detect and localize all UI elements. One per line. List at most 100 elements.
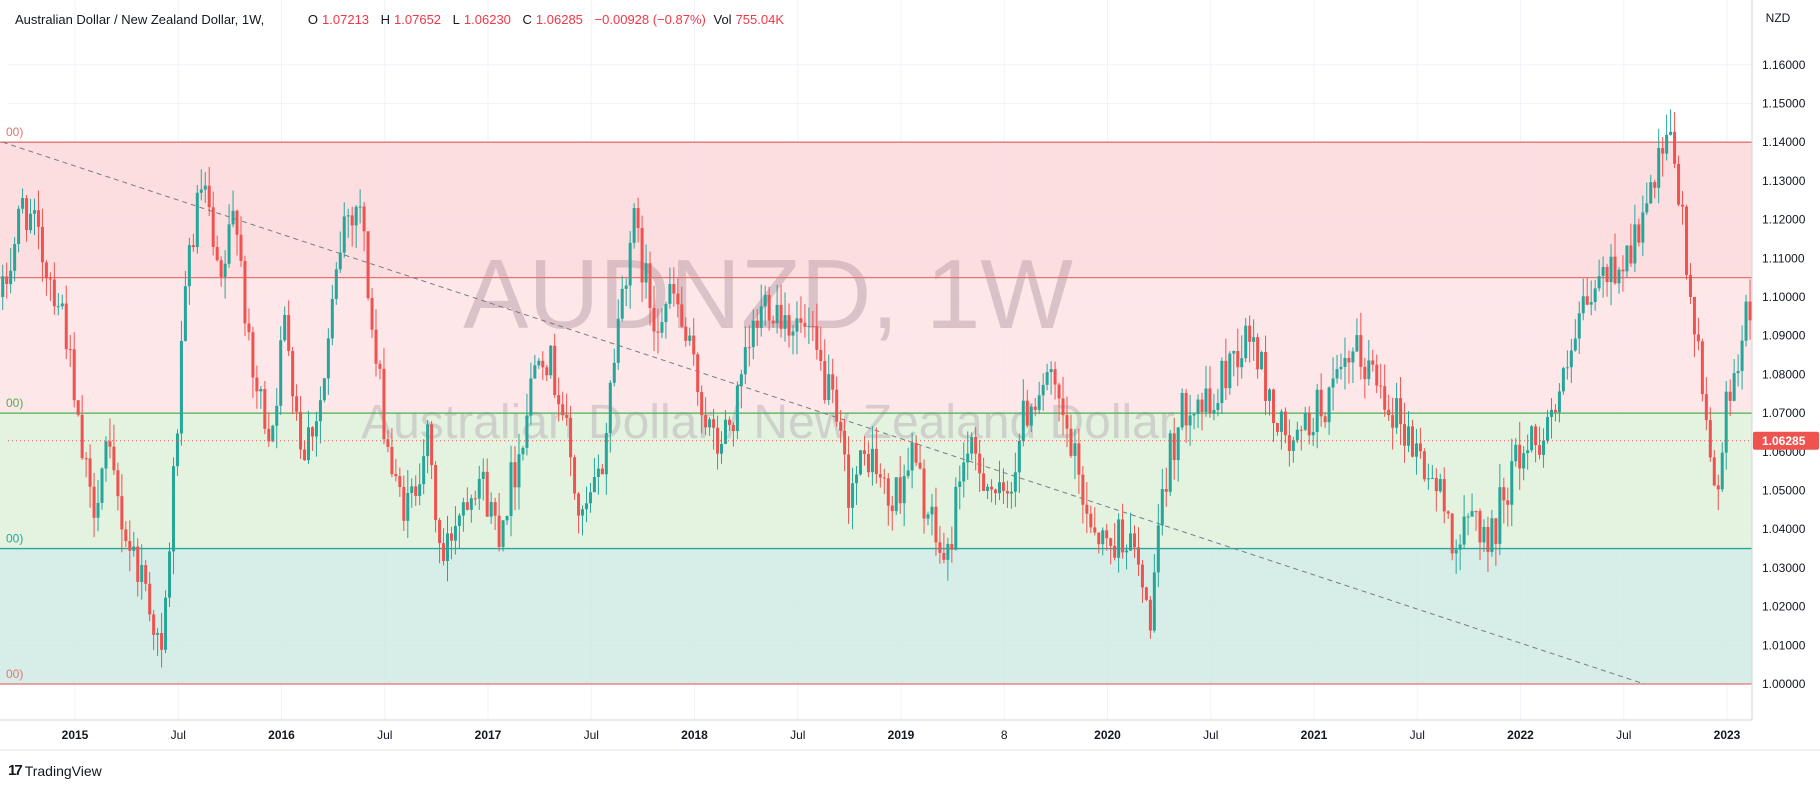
candle-body — [438, 520, 442, 544]
candle-body — [807, 325, 811, 327]
candle-body — [898, 477, 902, 504]
price-tick-label: 1.16000 — [1762, 58, 1806, 72]
close-value: 1.06285 — [535, 12, 583, 27]
candle-body — [1005, 491, 1009, 494]
candle-body — [227, 224, 231, 264]
candle-body — [1684, 206, 1688, 275]
candle-body — [453, 525, 457, 541]
zone-label: 00) — [6, 667, 23, 681]
candle-body — [950, 543, 954, 550]
time-tick-label: 2016 — [268, 728, 295, 742]
candle-body — [1557, 391, 1561, 413]
candle-body — [926, 514, 930, 519]
time-tick-label: 2017 — [475, 728, 502, 742]
candle-body — [1152, 572, 1156, 631]
candle-body — [100, 468, 104, 503]
candle-body — [263, 389, 267, 429]
candle-body — [255, 377, 259, 392]
price-tick-label: 1.12000 — [1762, 213, 1806, 227]
candle-body — [1418, 443, 1422, 452]
trendline-line[interactable] — [2, 141, 1645, 685]
candle-body — [1561, 368, 1565, 392]
candle-body — [60, 303, 64, 307]
candle-body — [124, 529, 128, 542]
candle-body — [303, 449, 307, 461]
candle-body — [851, 483, 855, 508]
candle-body — [616, 318, 620, 363]
candle-body — [44, 262, 48, 279]
candle-body — [175, 433, 179, 467]
candle-body — [1601, 266, 1605, 277]
candle-body — [1692, 296, 1696, 335]
candle-body — [1748, 301, 1752, 321]
candle-body — [342, 216, 346, 253]
candle-body — [934, 506, 938, 543]
symbol-title[interactable]: Australian Dollar / New Zealand Dollar, … — [15, 12, 265, 27]
candle-body — [501, 520, 505, 547]
candle-body — [886, 478, 890, 506]
candle-body — [966, 453, 970, 463]
candle-body — [136, 546, 140, 582]
candle-body — [1236, 351, 1240, 368]
candle-body — [628, 242, 632, 286]
candle-body — [557, 395, 561, 405]
candle-body — [978, 453, 982, 474]
price-tick-label: 1.09000 — [1762, 329, 1806, 343]
candle-body — [366, 231, 370, 299]
candle-body — [847, 454, 851, 508]
candle-body — [811, 325, 815, 327]
candle-body — [92, 486, 96, 518]
candle-body — [1530, 426, 1534, 451]
candle-body — [1093, 527, 1097, 533]
candle-body — [997, 482, 1001, 494]
candle-body — [1569, 350, 1573, 368]
time-axis[interactable]: 2015 Jul 2016 Jul 2017 Jul 2018 Jul 2019 8 2020 Jul… — [0, 719, 1820, 751]
candle-body — [195, 192, 199, 248]
ohlc-high: H 1.07652 — [381, 12, 445, 27]
candle-body — [1653, 182, 1657, 188]
candle-body — [1081, 474, 1085, 505]
candle-body — [1121, 519, 1125, 553]
candle-body — [1446, 511, 1450, 514]
candle-body — [577, 493, 581, 516]
candle-body — [1256, 337, 1260, 370]
candle-body — [1367, 360, 1371, 380]
candle-body — [36, 210, 40, 227]
candle-body — [426, 424, 430, 457]
candle-body — [414, 486, 418, 496]
candle-body — [1422, 451, 1426, 480]
candle-body — [664, 303, 668, 323]
price-tick-label: 1.13000 — [1762, 174, 1806, 188]
candle-body — [1434, 477, 1438, 492]
candle-body — [1180, 392, 1184, 428]
candle-body — [215, 246, 219, 261]
candle-body — [767, 294, 771, 321]
price-axis[interactable]: NZD 1.16000 1.15000 1.14000 1.13000 1.12000 1.… — [1751, 0, 1820, 787]
candle-body — [1248, 325, 1252, 342]
candle-body — [775, 304, 779, 324]
ohlc-legend: Australian Dollar / New Zealand Dollar, … — [15, 12, 792, 27]
candle-body — [592, 476, 596, 493]
candle-body — [1681, 204, 1685, 207]
candle-body — [727, 419, 731, 425]
candle-body — [171, 466, 175, 552]
candle-body — [1303, 412, 1307, 430]
tradingview-logo[interactable]: 17 TradingView — [8, 762, 102, 779]
candle-body — [1184, 392, 1188, 426]
candle-body — [1037, 395, 1041, 410]
candle-body — [644, 263, 648, 283]
candle-body — [708, 419, 712, 428]
candle-body — [1355, 335, 1359, 352]
candle-body — [835, 389, 839, 422]
level-lines[interactable] — [0, 141, 1752, 685]
trendline[interactable] — [2, 141, 1645, 685]
candle-body — [1327, 387, 1331, 423]
candle-body — [473, 498, 477, 500]
candle-body — [723, 419, 727, 444]
time-tick-label: 2023 — [1714, 728, 1741, 742]
candle-body — [1494, 518, 1498, 544]
last-price-badge[interactable] — [1753, 431, 1819, 450]
candle-body — [1176, 427, 1180, 461]
price-tick-label: 1.03000 — [1762, 561, 1806, 575]
